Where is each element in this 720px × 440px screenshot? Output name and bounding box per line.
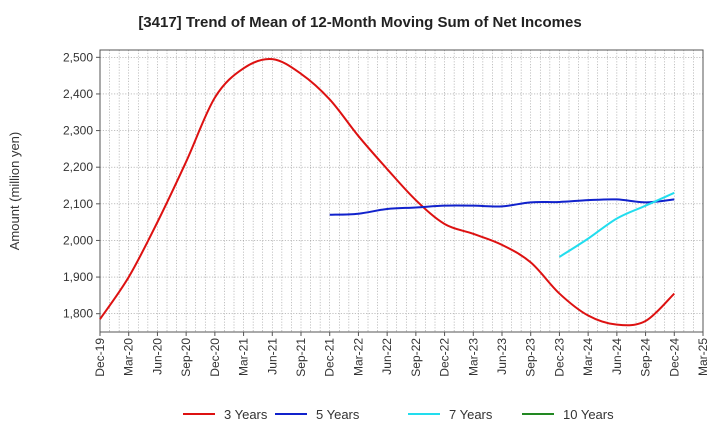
x-tick-label: Mar-22 bbox=[351, 338, 365, 376]
x-tick-label: Jun-22 bbox=[380, 338, 394, 375]
y-tick-label: 2,000 bbox=[63, 233, 93, 247]
y-tick-label: 2,300 bbox=[63, 124, 93, 138]
y-tick-label: 2,500 bbox=[63, 50, 93, 64]
x-tick-label: Mar-21 bbox=[237, 338, 251, 376]
legend-label: 3 Years bbox=[224, 407, 268, 422]
x-tick-label: Sep-22 bbox=[409, 338, 423, 377]
x-tick-label: Mar-25 bbox=[696, 338, 710, 376]
x-tick-label: Dec-20 bbox=[208, 338, 222, 377]
x-tick-label: Sep-23 bbox=[524, 338, 538, 377]
x-tick-label: Sep-21 bbox=[294, 338, 308, 377]
x-tick-label: Sep-24 bbox=[639, 338, 653, 377]
plot-area-border bbox=[99, 49, 704, 333]
x-tick-label: Mar-24 bbox=[581, 338, 595, 376]
legend-label: 5 Years bbox=[316, 407, 360, 422]
y-tick-label: 2,200 bbox=[63, 160, 93, 174]
x-tick-label: Sep-20 bbox=[179, 338, 193, 377]
y-tick-label: 2,400 bbox=[63, 87, 93, 101]
chart-title: [3417] Trend of Mean of 12-Month Moving … bbox=[138, 14, 582, 31]
series-line bbox=[329, 198, 675, 216]
series-line bbox=[558, 191, 675, 258]
x-tick-label: Dec-21 bbox=[323, 338, 337, 377]
legend-label: 10 Years bbox=[563, 407, 614, 422]
x-tick-label: Dec-24 bbox=[667, 338, 681, 377]
x-tick-label: Jun-24 bbox=[610, 338, 624, 375]
x-tick-label: Jun-21 bbox=[265, 338, 279, 375]
x-tick-label: Jun-20 bbox=[150, 338, 164, 375]
x-tick-label: Dec-22 bbox=[438, 338, 452, 377]
x-tick-label: Dec-19 bbox=[93, 338, 107, 377]
y-axis-label: Amount (million yen) bbox=[7, 132, 22, 251]
x-tick-label: Mar-23 bbox=[466, 338, 480, 376]
legend-label: 7 Years bbox=[449, 407, 493, 422]
y-tick-label: 1,800 bbox=[63, 307, 93, 321]
series-line bbox=[99, 58, 675, 327]
x-tick-label: Dec-23 bbox=[552, 338, 566, 377]
y-tick-label: 1,900 bbox=[63, 270, 93, 284]
x-tick-label: Jun-23 bbox=[495, 338, 509, 375]
y-tick-label: 2,100 bbox=[63, 197, 93, 211]
x-tick-label: Mar-20 bbox=[122, 338, 136, 376]
